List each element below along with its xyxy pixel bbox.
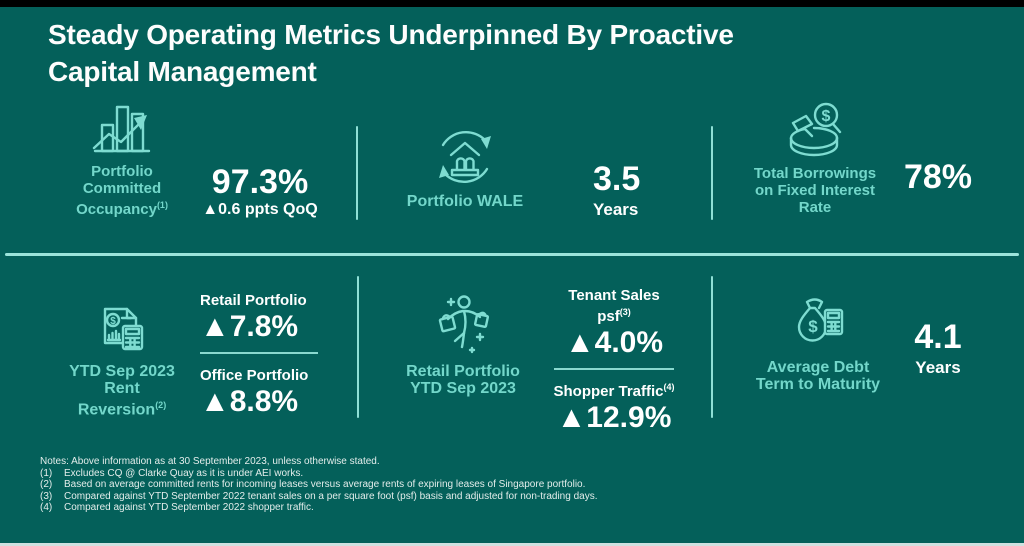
borrowings-value: 78% [903, 158, 973, 196]
bottom-edge-line [0, 543, 1024, 546]
page-title: Steady Operating Metrics Underpinned By … [48, 19, 734, 87]
wale-value-block: 3.5 Years [593, 162, 640, 220]
shopper-traffic-value: ▲12.9% [556, 401, 672, 434]
note-text: Excludes CQ @ Clarke Quay as it is under… [64, 467, 304, 479]
borrowings-metric: $ Total Borrowings on Fixed Interest Rat… [745, 102, 885, 216]
pie-dollar-magnifier-icon: $ [784, 102, 846, 158]
occupancy-footnote-marker: (1) [156, 200, 168, 210]
tenant-sales-sublabel: Tenant Sales psf(3) [551, 287, 677, 325]
occupancy-delta: ▲0.6 ppts QoQ [202, 201, 318, 218]
tenant-sales-sublabel-text: Tenant Sales psf [568, 287, 660, 325]
svg-text:$: $ [110, 316, 116, 327]
debt-maturity-value-block: 4.1 Years [898, 320, 978, 378]
occupancy-value-block: 97.3% ▲0.6 ppts QoQ [192, 165, 328, 219]
note-text: Compared against YTD September 2022 tena… [64, 490, 598, 502]
note-item: (3) Compared against YTD September 2022 … [40, 491, 970, 503]
shopper-traffic-sublabel-text: Shopper Traffic [553, 383, 664, 400]
retail-portfolio-label: Retail Portfolio YTD Sep 2023 [406, 363, 520, 397]
retail-portfolio-metric: Retail Portfolio YTD Sep 2023 [396, 294, 530, 397]
note-text: Based on average committed rents for inc… [64, 479, 586, 491]
svg-text:$: $ [822, 108, 831, 125]
debt-maturity-unit: Years [915, 358, 961, 377]
office-portfolio-sublabel-text: Office Portfolio [200, 367, 309, 384]
mini-divider [200, 352, 318, 354]
occupancy-label-text: Portfolio Committed Occupancy [76, 163, 162, 218]
rent-reversion-footnote-marker: (2) [155, 400, 167, 410]
rent-reversion-metric: $ YTD Sep 2023 Rent Reversion(2) [58, 306, 186, 418]
note-text: Compared against YTD September 2022 shop… [64, 502, 314, 514]
rent-reversion-values: Retail Portfolio ▲7.8% Office Portfolio … [200, 288, 332, 418]
note-number: (2) [40, 479, 53, 491]
occupancy-label: Portfolio Committed Occupancy(1) [72, 163, 172, 218]
shopper-traffic-sublabel: Shopper Traffic(4) [551, 379, 677, 400]
mini-divider [554, 368, 674, 370]
occupancy-value: 97.3% [211, 163, 309, 201]
note-number: (1) [40, 467, 53, 479]
retail-portfolio-values: Tenant Sales psf(3) ▲4.0% Shopper Traffi… [551, 287, 677, 434]
occupancy-metric: Portfolio Committed Occupancy(1) [58, 100, 186, 218]
retail-portfolio-value: ▲7.8% [200, 310, 299, 343]
note-item: (4) Compared against YTD September 2022 … [40, 502, 970, 514]
shopper-traffic-footnote-marker: (4) [663, 382, 675, 392]
borrowings-label: Total Borrowings on Fixed Interest Rate [753, 165, 877, 216]
borrowings-value-block: 78% [900, 160, 976, 194]
notes-section: Notes: Above information as at 30 Septem… [40, 456, 970, 514]
vertical-divider [711, 126, 713, 220]
top-black-bar [0, 0, 1024, 7]
wale-label: Portfolio WALE [406, 193, 524, 210]
rent-reversion-label-text: YTD Sep 2023 Rent Reversion [69, 363, 175, 419]
note-number: (4) [40, 502, 53, 514]
shopper-with-bags-icon [434, 294, 492, 356]
office-portfolio-value: ▲8.8% [200, 385, 299, 418]
vertical-divider [711, 276, 713, 418]
vertical-divider [356, 126, 358, 220]
note-item: (1) Excludes CQ @ Clarke Quay as it is u… [40, 468, 970, 480]
notes-heading: Notes: Above information as at 30 Septem… [40, 456, 380, 467]
vertical-divider [357, 276, 359, 418]
tenant-sales-footnote-marker: (3) [619, 307, 631, 317]
wale-unit: Years [593, 200, 639, 219]
retail-portfolio-sublabel: Retail Portfolio [200, 288, 332, 309]
tenant-sales-value: ▲4.0% [564, 326, 664, 359]
note-number: (3) [40, 490, 53, 502]
bar-chart-growth-icon [90, 100, 154, 154]
money-bag-calculator-icon: $ [790, 297, 846, 345]
building-cycle-icon [439, 128, 491, 186]
wale-value: 3.5 [593, 160, 641, 198]
svg-text:$: $ [808, 317, 818, 336]
rent-reversion-label: YTD Sep 2023 Rent Reversion(2) [68, 363, 176, 418]
debt-maturity-metric: $ Average Debt Term to Maturity [748, 297, 888, 393]
wale-metric: Portfolio WALE [398, 128, 532, 210]
retail-portfolio-sublabel-text: Retail Portfolio [200, 292, 307, 309]
note-item: (2) Based on average committed rents for… [40, 479, 970, 491]
horizontal-divider [5, 253, 1019, 256]
invoice-calculator-icon: $ [98, 306, 146, 352]
debt-maturity-label: Average Debt Term to Maturity [755, 359, 881, 393]
office-portfolio-sublabel: Office Portfolio [200, 363, 332, 384]
debt-maturity-value: 4.1 [914, 318, 962, 356]
